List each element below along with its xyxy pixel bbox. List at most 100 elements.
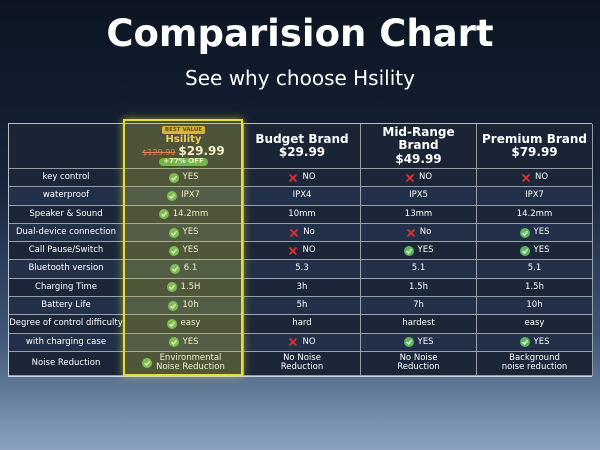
cell: 14.2mm <box>124 205 244 224</box>
check-icon <box>519 245 530 256</box>
cell-text: 1.5h <box>525 281 544 292</box>
cell: 5.1 <box>477 260 593 279</box>
cell: Background noise reduction <box>477 351 593 376</box>
cell-text: NO <box>302 336 316 347</box>
cell-text: 7h <box>413 300 424 311</box>
cell-text: IPX5 <box>409 190 428 201</box>
cell: YES <box>124 242 244 261</box>
comparison-table: BEST VALUE Hsility $129.99 $29.99 +77% OFF Bu… <box>8 123 593 377</box>
cell-text: 1.5h <box>409 281 428 292</box>
cell: No <box>361 223 477 243</box>
cell-text: NO <box>534 171 549 182</box>
price-row: $129.99 $29.99 <box>142 144 225 159</box>
cell: 3h <box>244 278 361 298</box>
cell: IPX7 <box>124 187 244 206</box>
cell: NO <box>361 169 477 188</box>
subtitle: See why choose Hsility <box>185 66 415 90</box>
cell: easy <box>477 315 593 334</box>
cell: 10h <box>124 297 244 316</box>
cell: NO <box>244 242 361 261</box>
cell: NO <box>244 169 361 188</box>
cell-text: YES <box>417 336 434 347</box>
row-label: Noise Reduction <box>9 351 124 376</box>
price-row: $79.99 <box>511 145 558 159</box>
cell-text: 6.1 <box>183 263 198 274</box>
cell-text: 5.1 <box>411 263 426 274</box>
cell-text: No Noise Reduction <box>397 353 440 373</box>
cell-text: YES <box>533 245 550 256</box>
badge: BEST VALUE <box>161 126 206 135</box>
cell-text: hardest <box>402 318 435 329</box>
cell-text: IPX4 <box>292 190 312 201</box>
cell: easy <box>124 315 244 334</box>
column-header: Mid-Range Brand $49.99 <box>361 124 477 169</box>
cell-text: 5h <box>296 300 308 311</box>
cell: No Noise Reduction <box>361 351 477 376</box>
cell: YES <box>477 242 593 261</box>
cell: No <box>244 223 361 243</box>
cell: 5h <box>244 297 361 316</box>
cell-text: IPX7 <box>181 190 200 201</box>
cell: NO <box>477 169 593 188</box>
cell: 6.1 <box>124 260 244 279</box>
cell: 1.5h <box>361 278 477 298</box>
cell-text: 10mm <box>288 208 316 219</box>
cell-text: 3h <box>296 281 308 292</box>
price-row: $49.99 <box>395 152 441 166</box>
check-icon <box>168 300 179 311</box>
cell: hard <box>244 315 361 334</box>
cell: YES <box>361 333 477 352</box>
check-icon <box>519 227 530 238</box>
cell: YES <box>124 169 244 188</box>
row-label: Speaker & Sound <box>9 205 124 224</box>
brand-name: Mid-Range Brand <box>382 125 455 153</box>
check-icon <box>142 358 153 369</box>
cell-text: 14.2mm <box>172 208 209 219</box>
price: $79.99 <box>511 145 558 159</box>
column-header: BEST VALUE Hsility $129.99 $29.99 +77% OFF <box>124 124 244 169</box>
cell-text: easy <box>180 318 201 329</box>
cross-icon <box>289 173 298 182</box>
cell: 5.3 <box>244 260 361 279</box>
cell-text: YES <box>182 226 199 237</box>
cell: 13mm <box>361 205 477 224</box>
check-icon <box>403 337 414 348</box>
discount: +77% OFF <box>159 158 208 166</box>
cell-text: NO <box>302 171 316 182</box>
cell-text: 13mm <box>404 208 433 219</box>
title: Comparision Chart <box>106 12 494 55</box>
cross-icon <box>289 246 298 255</box>
cell-text: 10h <box>182 300 199 311</box>
price: $29.99 <box>178 144 225 159</box>
row-label: Bluetooth version <box>9 260 124 279</box>
cell: YES <box>124 333 244 352</box>
check-icon <box>166 282 177 293</box>
cell-text: Environmental Noise Reduction <box>156 353 225 373</box>
cell-text: hard <box>292 318 312 329</box>
cell: hardest <box>361 315 477 334</box>
price: $29.99 <box>278 145 326 159</box>
cell-text: easy <box>524 318 545 329</box>
cell: YES <box>477 333 593 352</box>
brand-name: Budget Brand <box>255 131 349 146</box>
row-label: Battery Life <box>9 297 124 316</box>
cell-text: 5.3 <box>295 263 309 274</box>
row-label: Charging Time <box>9 278 124 298</box>
header-cell <box>9 124 124 169</box>
cell: Environmental Noise Reduction <box>124 351 244 376</box>
check-icon <box>168 245 179 256</box>
cell: YES <box>477 223 593 243</box>
cross-icon <box>290 228 299 237</box>
cell-text: YES <box>533 336 550 347</box>
brand-name: Hsility <box>165 134 202 146</box>
cell-text: 5.1 <box>527 263 542 274</box>
check-icon <box>403 245 414 256</box>
check-icon <box>168 337 179 348</box>
check-icon <box>167 190 178 201</box>
row-label: Dual-device connection <box>9 223 124 243</box>
row-label: key control <box>9 169 124 188</box>
column-header: Budget Brand $29.99 <box>244 124 361 169</box>
cross-icon <box>405 173 415 182</box>
cell: IPX5 <box>361 187 477 206</box>
